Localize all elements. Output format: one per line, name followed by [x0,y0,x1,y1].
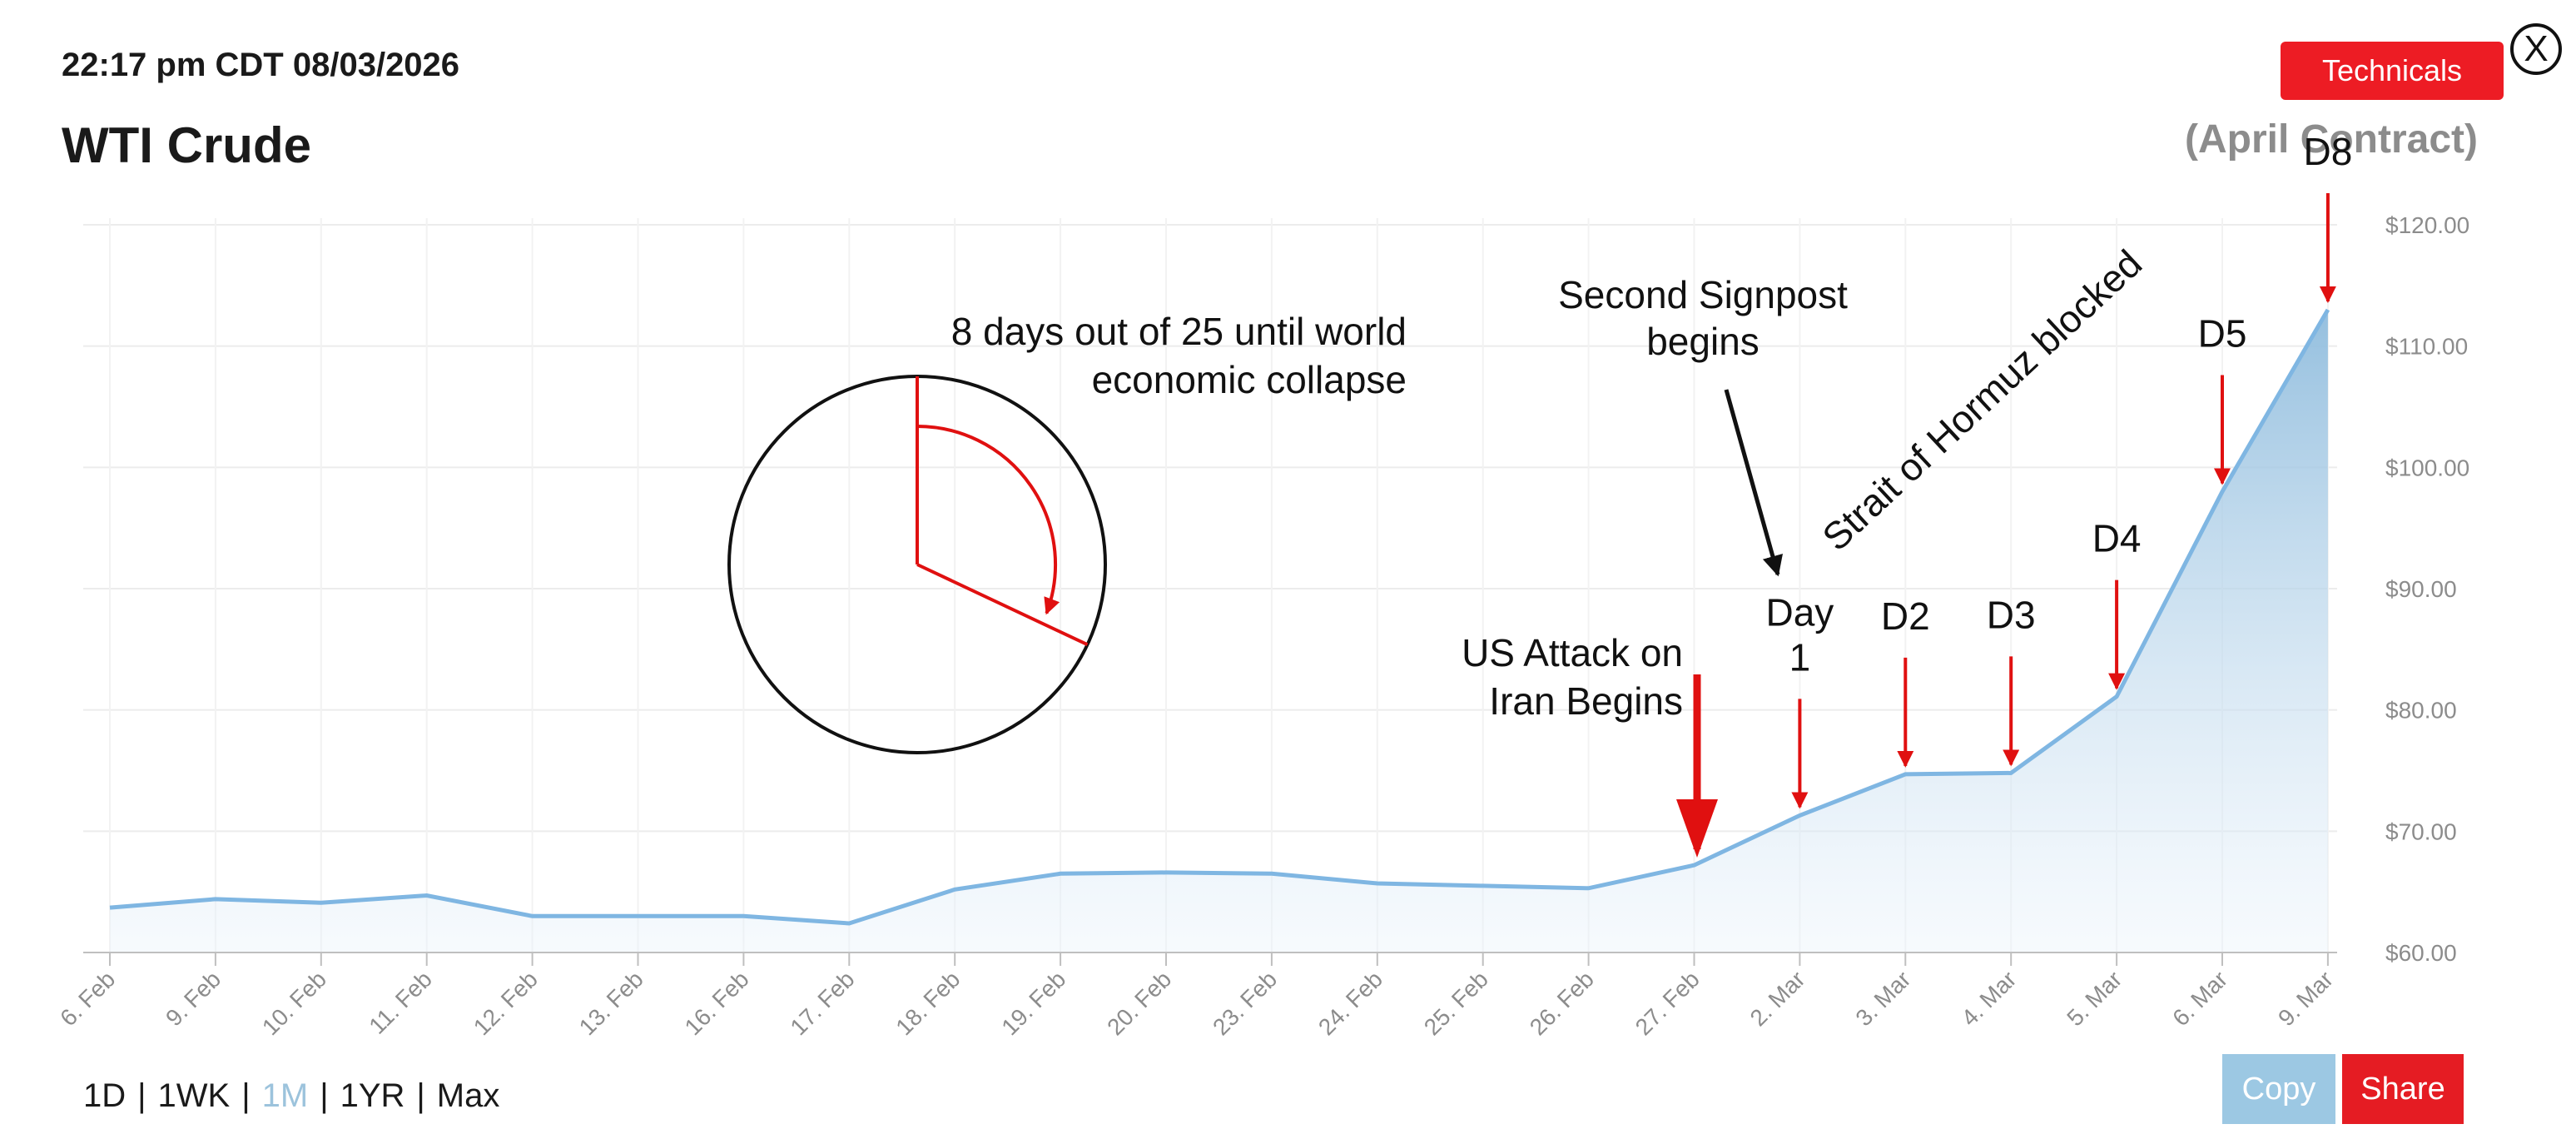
range-1wk[interactable]: 1WK [157,1077,231,1114]
range-selector: 1D | 1WK | 1M | 1YR | Max [83,1077,499,1115]
price-line [109,308,2330,926]
day-label: D8 [2303,130,2352,173]
x-tick-label: 6. Feb [55,966,120,1031]
clock-arc-arrow [916,425,1060,615]
range-1yr[interactable]: 1YR [340,1077,405,1114]
x-tick-label: 27. Feb [1630,966,1705,1040]
x-tick-label: 26. Feb [1525,966,1599,1040]
page-title: WTI Crude [62,117,311,173]
hormuz-caption: Strait of Hormuz blocked [1814,241,2150,560]
y-tick-label: $60.00 [2385,940,2457,966]
contract-subtitle: (April Contract) [2185,117,2478,162]
price-area [110,310,2328,953]
range-separator: | [241,1077,251,1114]
y-tick-label: $110.00 [2385,334,2468,360]
x-tick-label: 20. Feb [1102,966,1176,1040]
range-separator: | [137,1077,146,1114]
clock-caption: economic collapse [1092,358,1407,401]
attack-caption: US Attack on [1462,631,1683,674]
close-icon[interactable]: X [2510,23,2562,75]
signpost-arrow [1724,389,1783,577]
range-separator: | [320,1077,329,1114]
x-tick-label: 12. Feb [469,966,543,1040]
y-tick-label: $80.00 [2385,698,2457,724]
timestamp: 22:17 pm CDT 08/03/2026 [62,47,460,83]
x-tick-label: 25. Feb [1419,966,1493,1040]
y-tick-label: $90.00 [2385,576,2457,602]
x-tick-label: 17. Feb [785,966,859,1040]
clock-caption: 8 days out of 25 until world [951,310,1407,353]
x-tick-label: 6. Mar [2167,966,2232,1031]
y-tick-label: $120.00 [2385,212,2469,238]
x-tick-label: 10. Feb [257,966,331,1040]
day-label: D2 [1881,594,1930,638]
y-tick-label: $70.00 [2385,818,2457,844]
day-label: D3 [1987,593,2036,636]
signpost-caption: Second Signpost [1558,273,1848,316]
x-tick-label: 13. Feb [574,966,648,1040]
day-label: Day [1765,590,1834,634]
attack-arrowhead [1676,799,1718,858]
x-tick-label: 16. Feb [680,966,754,1040]
x-tick-label: 9. Feb [161,966,226,1031]
x-tick-label: 23. Feb [1208,966,1282,1040]
x-tick-label: 2. Mar [1745,966,1810,1031]
copy-button[interactable]: Copy [2222,1054,2335,1124]
x-tick-label: 19. Feb [996,966,1070,1040]
x-tick-label: 3. Mar [1851,966,1916,1031]
x-tick-label: 5. Mar [2062,966,2127,1031]
range-1m[interactable]: 1M [261,1077,309,1114]
x-tick-label: 18. Feb [891,966,965,1040]
day-label: 1 [1789,635,1811,679]
x-tick-label: 4. Mar [1956,966,2021,1031]
attack-caption: Iran Begins [1489,679,1683,723]
range-separator: | [416,1077,425,1114]
range-max[interactable]: Max [436,1077,500,1114]
x-tick-label: 9. Mar [2273,966,2338,1031]
range-1d[interactable]: 1D [83,1077,127,1114]
day-label: D4 [2092,517,2142,560]
y-tick-label: $100.00 [2385,455,2469,480]
day-label: D5 [2198,311,2247,355]
x-tick-label: 24. Feb [1313,966,1387,1040]
technicals-button[interactable]: Technicals [2281,42,2504,100]
x-tick-label: 11. Feb [364,966,437,1039]
clock-current-hand [916,563,1089,647]
signpost-caption: begins [1646,320,1760,363]
share-button[interactable]: Share [2342,1054,2464,1124]
